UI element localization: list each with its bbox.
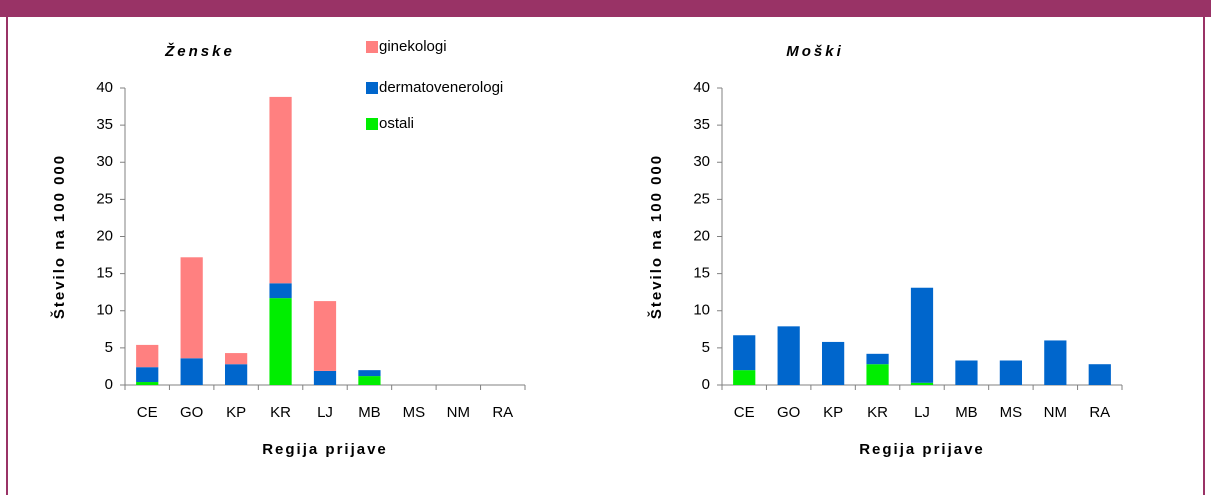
legend-swatch bbox=[366, 118, 378, 130]
x-tick-label: GO bbox=[180, 404, 203, 421]
bar-segment bbox=[358, 376, 381, 385]
y-tick-label: 25 bbox=[693, 190, 710, 207]
chart-title: Moški bbox=[786, 43, 844, 60]
bar-segment bbox=[733, 335, 756, 371]
bar-segment bbox=[225, 364, 248, 385]
y-tick-label: 5 bbox=[702, 339, 710, 356]
bar-segment bbox=[1044, 340, 1067, 385]
y-tick-label: 35 bbox=[693, 116, 710, 133]
x-tick-label: NM bbox=[447, 404, 470, 421]
y-tick-label: 20 bbox=[693, 227, 710, 244]
y-tick-label: 40 bbox=[693, 79, 710, 96]
bar-segment bbox=[822, 341, 845, 385]
x-axis-label: Regija prijave bbox=[262, 441, 388, 458]
y-tick-label: 30 bbox=[693, 153, 710, 170]
x-tick-label: MB bbox=[955, 404, 978, 421]
bar-segment bbox=[269, 298, 292, 385]
x-tick-label: KR bbox=[270, 404, 291, 421]
bar-segment bbox=[136, 382, 159, 385]
legend-swatch bbox=[366, 41, 378, 53]
y-axis-label: Število na 100 000 bbox=[647, 154, 665, 319]
bar-segment bbox=[313, 301, 337, 371]
x-tick-label: KR bbox=[867, 404, 888, 421]
bar-segment bbox=[955, 360, 978, 385]
bar-segment bbox=[180, 358, 203, 385]
bar-segment bbox=[358, 370, 381, 377]
bar-segment bbox=[910, 382, 934, 385]
y-tick-label: 10 bbox=[96, 302, 113, 319]
bar-segment bbox=[269, 283, 292, 299]
y-tick-label: 10 bbox=[693, 302, 710, 319]
y-tick-label: 5 bbox=[105, 339, 113, 356]
y-tick-label: 25 bbox=[96, 190, 113, 207]
x-tick-label: LJ bbox=[317, 404, 333, 421]
bar-segment bbox=[225, 353, 248, 365]
y-tick-label: 35 bbox=[96, 116, 113, 133]
x-tick-label: KP bbox=[823, 404, 843, 421]
legend-label: ostali bbox=[379, 115, 414, 132]
x-tick-label: CE bbox=[137, 404, 158, 421]
x-tick-label: MS bbox=[1000, 404, 1023, 421]
x-tick-label: RA bbox=[492, 404, 513, 421]
y-tick-label: 0 bbox=[105, 376, 113, 393]
bar-segment bbox=[269, 96, 292, 284]
legend-label: dermatovenerologi bbox=[379, 79, 503, 96]
bar-segment bbox=[866, 353, 889, 365]
y-tick-label: 30 bbox=[96, 153, 113, 170]
x-tick-label: MB bbox=[358, 404, 381, 421]
bar-segment bbox=[777, 326, 800, 385]
x-tick-label: RA bbox=[1089, 404, 1110, 421]
bar-segment bbox=[313, 370, 337, 385]
x-axis-label: Regija prijave bbox=[859, 441, 985, 458]
x-tick-label: KP bbox=[226, 404, 246, 421]
x-tick-label: NM bbox=[1044, 404, 1067, 421]
chart-title: Ženske bbox=[164, 42, 235, 60]
bar-segment bbox=[733, 370, 756, 385]
x-tick-label: MS bbox=[403, 404, 426, 421]
bar-segment bbox=[136, 367, 159, 383]
bar-segment bbox=[910, 287, 934, 383]
bar-segment bbox=[180, 257, 203, 359]
bar-segment bbox=[999, 360, 1022, 385]
bar-segment bbox=[136, 344, 159, 368]
x-tick-label: CE bbox=[734, 404, 755, 421]
y-tick-label: 15 bbox=[96, 265, 113, 282]
y-tick-label: 20 bbox=[96, 227, 113, 244]
header-band bbox=[0, 0, 1211, 17]
x-tick-label: LJ bbox=[914, 404, 930, 421]
y-tick-label: 40 bbox=[96, 79, 113, 96]
bar-segment bbox=[1088, 364, 1111, 385]
y-tick-label: 0 bbox=[702, 376, 710, 393]
bar-segment bbox=[866, 364, 889, 385]
x-tick-label: GO bbox=[777, 404, 800, 421]
y-axis-label: Število na 100 000 bbox=[50, 154, 68, 319]
legend-swatch bbox=[366, 82, 378, 94]
y-tick-label: 15 bbox=[693, 265, 710, 282]
legend-label: ginekologi bbox=[379, 38, 447, 55]
